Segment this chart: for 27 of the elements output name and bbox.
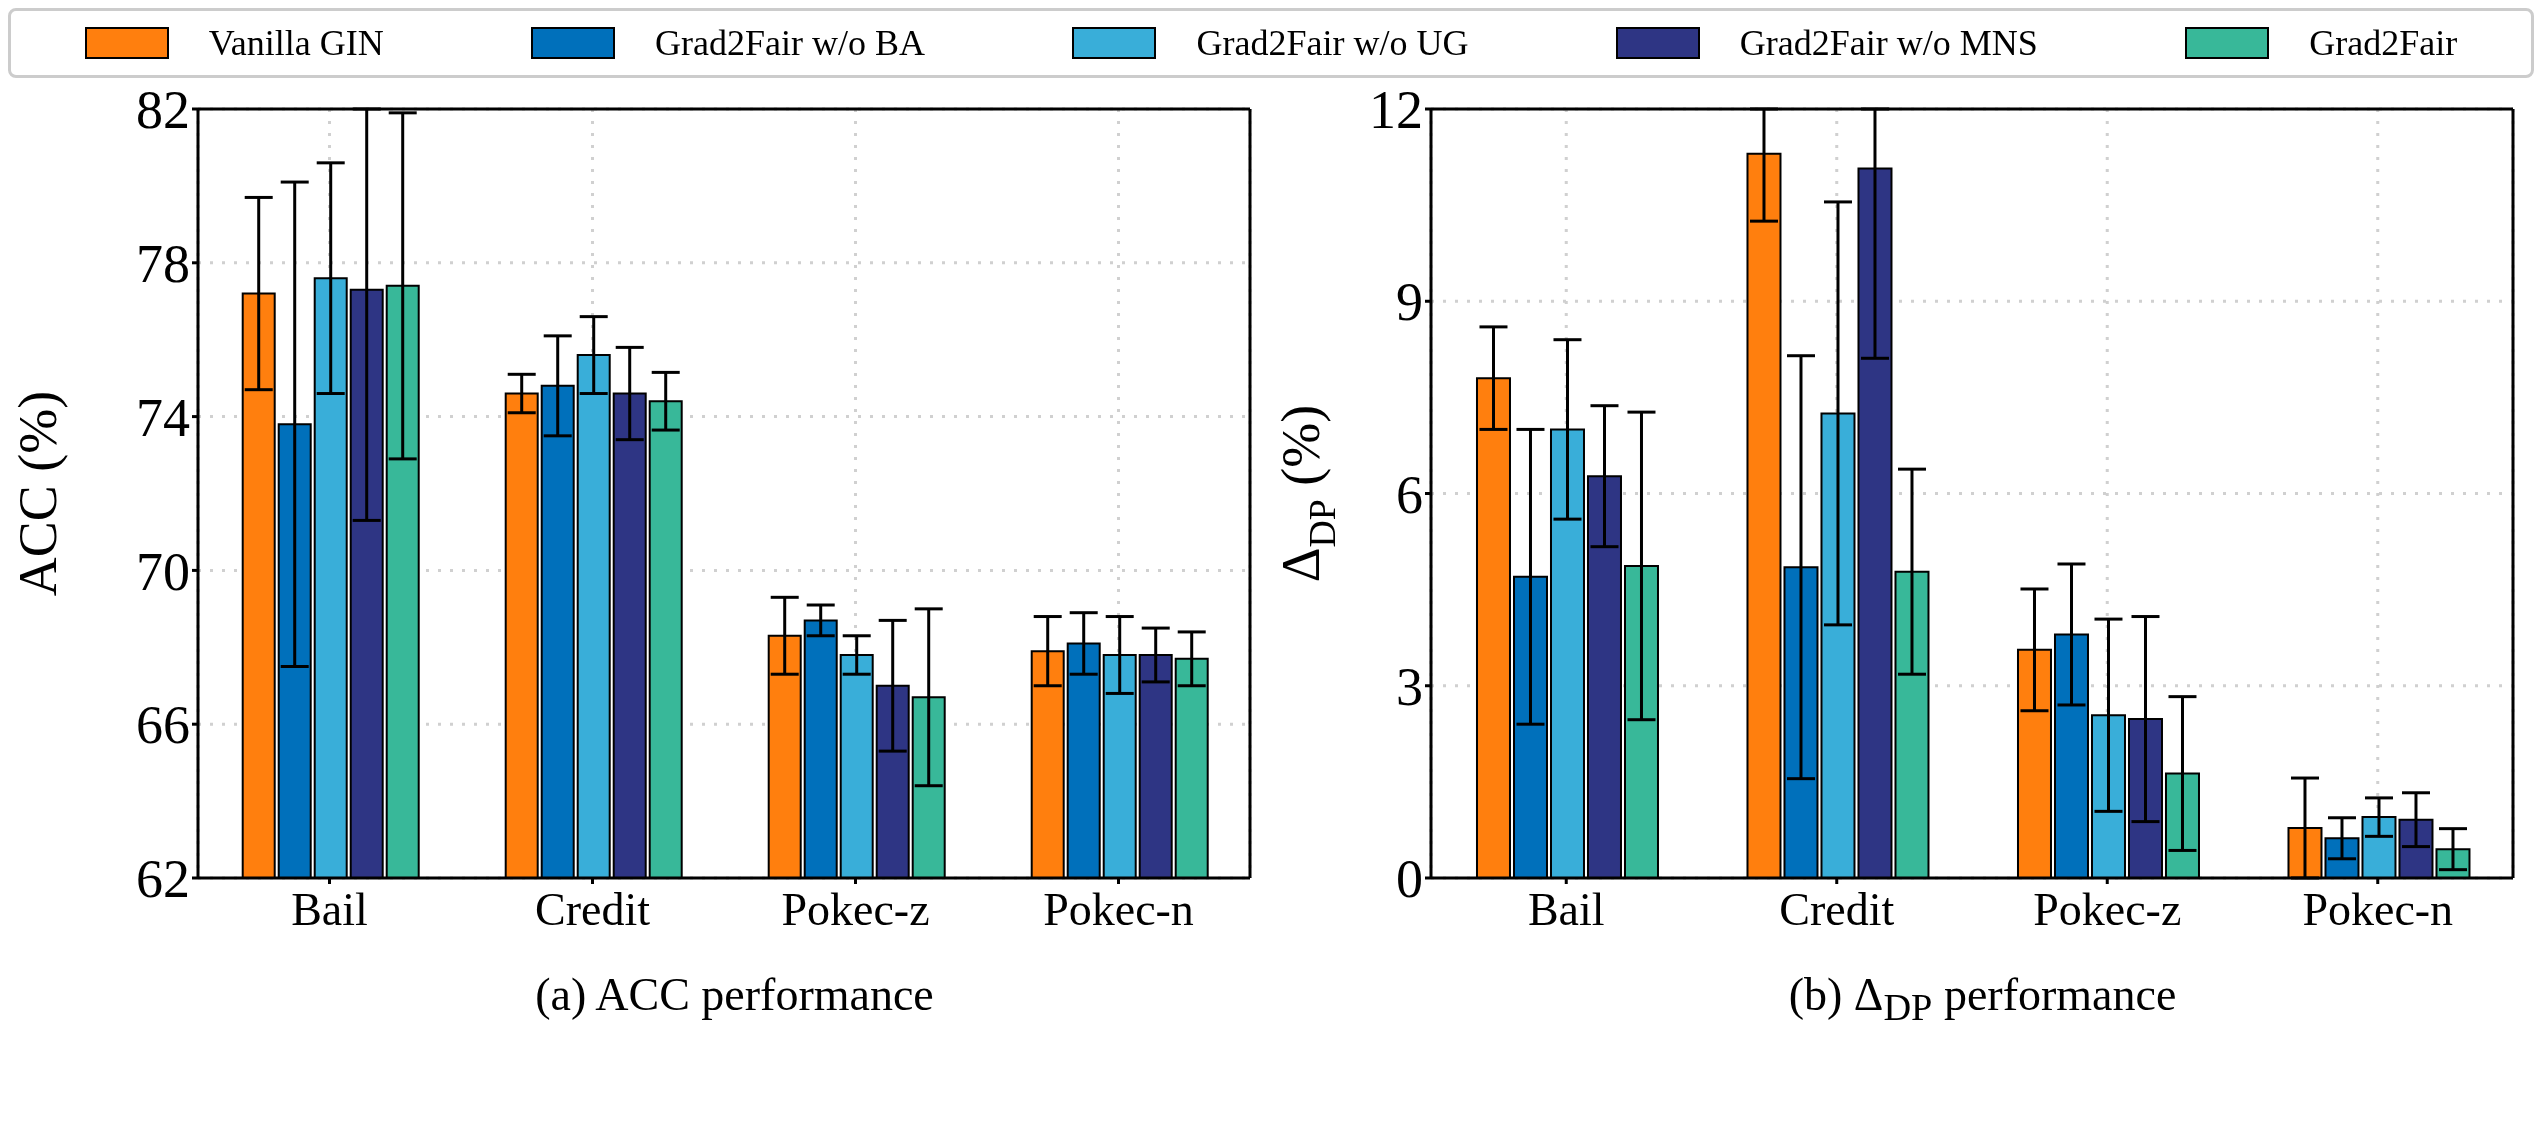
y-tick-label: 3 [1396, 656, 1423, 717]
y-axis-title: ACC (%) [8, 390, 68, 597]
x-tick-label: Pokec-z [781, 883, 930, 935]
y-tick-label: 74 [136, 387, 190, 448]
legend-label: Vanilla GIN [208, 22, 384, 64]
y-tick-label: 78 [136, 233, 190, 294]
legend-label: Grad2Fair [2309, 22, 2458, 64]
x-tick-label: Pokec-n [1043, 883, 1194, 935]
y-tick-label: 62 [136, 849, 190, 910]
y-tick-label: 12 [1369, 80, 1423, 141]
x-tick-label: Pokec-z [2033, 883, 2182, 935]
x-tick-label: Credit [535, 883, 651, 935]
x-tick-label: Credit [1779, 883, 1895, 935]
legend-label: Grad2Fair w/o MNS [1739, 22, 2038, 64]
y-tick-label: 82 [136, 80, 190, 141]
y-tick-label: 70 [136, 541, 190, 602]
x-tick-label: Pokec-n [2302, 883, 2454, 935]
x-axis-title: (b) Δ$_{DP}$ performance [1787, 968, 2178, 1030]
y-tick-label: 0 [1396, 849, 1423, 910]
y-tick-label: 9 [1396, 272, 1423, 333]
x-tick-label: Bail [1527, 883, 1605, 935]
y-tick-label: 66 [136, 695, 190, 756]
x-tick-label: Bail [291, 883, 368, 935]
legend-label: Grad2Fair w/o BA [655, 22, 926, 64]
legend-label: Grad2Fair w/o UG [1196, 22, 1469, 64]
y-tick-label: 6 [1396, 464, 1423, 525]
x-axis-title: (a) ACC performance [534, 968, 935, 1021]
